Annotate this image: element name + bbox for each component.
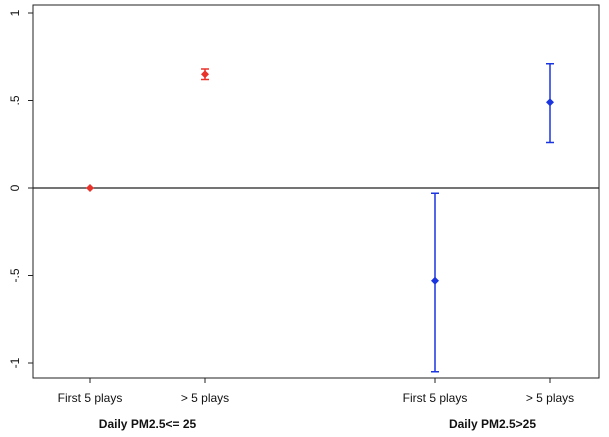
y-tick-label: 1 (8, 9, 22, 16)
group-label: Daily PM2.5>25 (449, 417, 536, 431)
markers (86, 70, 554, 285)
y-tick-label: 0 (8, 184, 22, 191)
error-bars (201, 63, 554, 373)
x-tick-label: > 5 plays (181, 391, 229, 405)
point-marker (431, 276, 439, 285)
plot-frame (32, 4, 600, 379)
y-tick-label: -.5 (8, 268, 22, 282)
point-marker (546, 98, 554, 107)
x-tick-label: > 5 plays (526, 391, 574, 405)
point-marker (201, 70, 209, 79)
y-axis: 1 .5 0 -.5 -1 (8, 9, 33, 368)
y-tick-label: -1 (8, 357, 22, 368)
group-label: Daily PM2.5<= 25 (99, 417, 197, 431)
point-marker (86, 184, 94, 192)
x-axis: First 5 plays > 5 plays Daily PM2.5<= 25 Fi… (58, 378, 574, 431)
x-tick-label: First 5 plays (58, 391, 123, 405)
y-tick-label: .5 (8, 95, 22, 105)
x-tick-label: First 5 plays (403, 391, 468, 405)
